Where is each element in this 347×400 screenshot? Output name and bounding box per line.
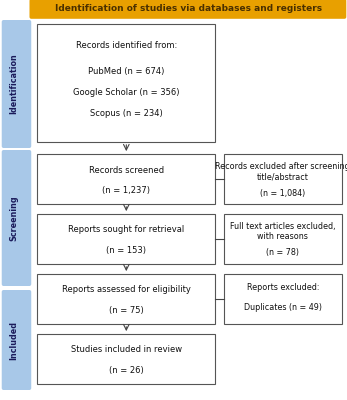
- Text: Reports excluded:: Reports excluded:: [247, 284, 319, 292]
- Text: Google Scholar (n = 356): Google Scholar (n = 356): [73, 88, 179, 97]
- Text: (n = 1,237): (n = 1,237): [102, 186, 150, 194]
- Text: title/abstract: title/abstract: [257, 172, 309, 181]
- Text: Reports sought for retrieval: Reports sought for retrieval: [68, 226, 185, 234]
- Text: (n = 78): (n = 78): [266, 248, 299, 258]
- FancyBboxPatch shape: [224, 154, 342, 204]
- Text: Records identified from:: Records identified from:: [76, 41, 177, 50]
- FancyBboxPatch shape: [37, 334, 215, 384]
- Text: Records screened: Records screened: [89, 166, 164, 174]
- Text: (n = 1,084): (n = 1,084): [260, 188, 305, 198]
- FancyBboxPatch shape: [2, 290, 31, 390]
- Text: Reports assessed for eligibility: Reports assessed for eligibility: [62, 286, 191, 294]
- FancyBboxPatch shape: [37, 154, 215, 204]
- Text: (n = 26): (n = 26): [109, 366, 144, 374]
- Text: Duplicates (n = 49): Duplicates (n = 49): [244, 304, 322, 312]
- Text: Included: Included: [9, 320, 18, 360]
- Text: Scopus (n = 234): Scopus (n = 234): [90, 109, 163, 118]
- Text: Screening: Screening: [9, 195, 18, 241]
- Text: PubMed (n = 674): PubMed (n = 674): [88, 67, 164, 76]
- FancyBboxPatch shape: [29, 0, 346, 19]
- Text: Full text articles excluded,: Full text articles excluded,: [230, 222, 336, 231]
- Text: with reasons: with reasons: [257, 232, 308, 241]
- FancyBboxPatch shape: [37, 24, 215, 142]
- FancyBboxPatch shape: [224, 274, 342, 324]
- FancyBboxPatch shape: [224, 214, 342, 264]
- Text: (n = 153): (n = 153): [106, 246, 146, 254]
- Text: Records excluded after screening: Records excluded after screening: [215, 162, 347, 171]
- Text: Studies included in review: Studies included in review: [71, 346, 182, 354]
- FancyBboxPatch shape: [37, 274, 215, 324]
- FancyBboxPatch shape: [2, 20, 31, 148]
- Text: Identification: Identification: [9, 54, 18, 114]
- Text: (n = 75): (n = 75): [109, 306, 144, 314]
- Text: Identification of studies via databases and registers: Identification of studies via databases …: [54, 4, 322, 13]
- FancyBboxPatch shape: [2, 150, 31, 286]
- FancyBboxPatch shape: [37, 214, 215, 264]
